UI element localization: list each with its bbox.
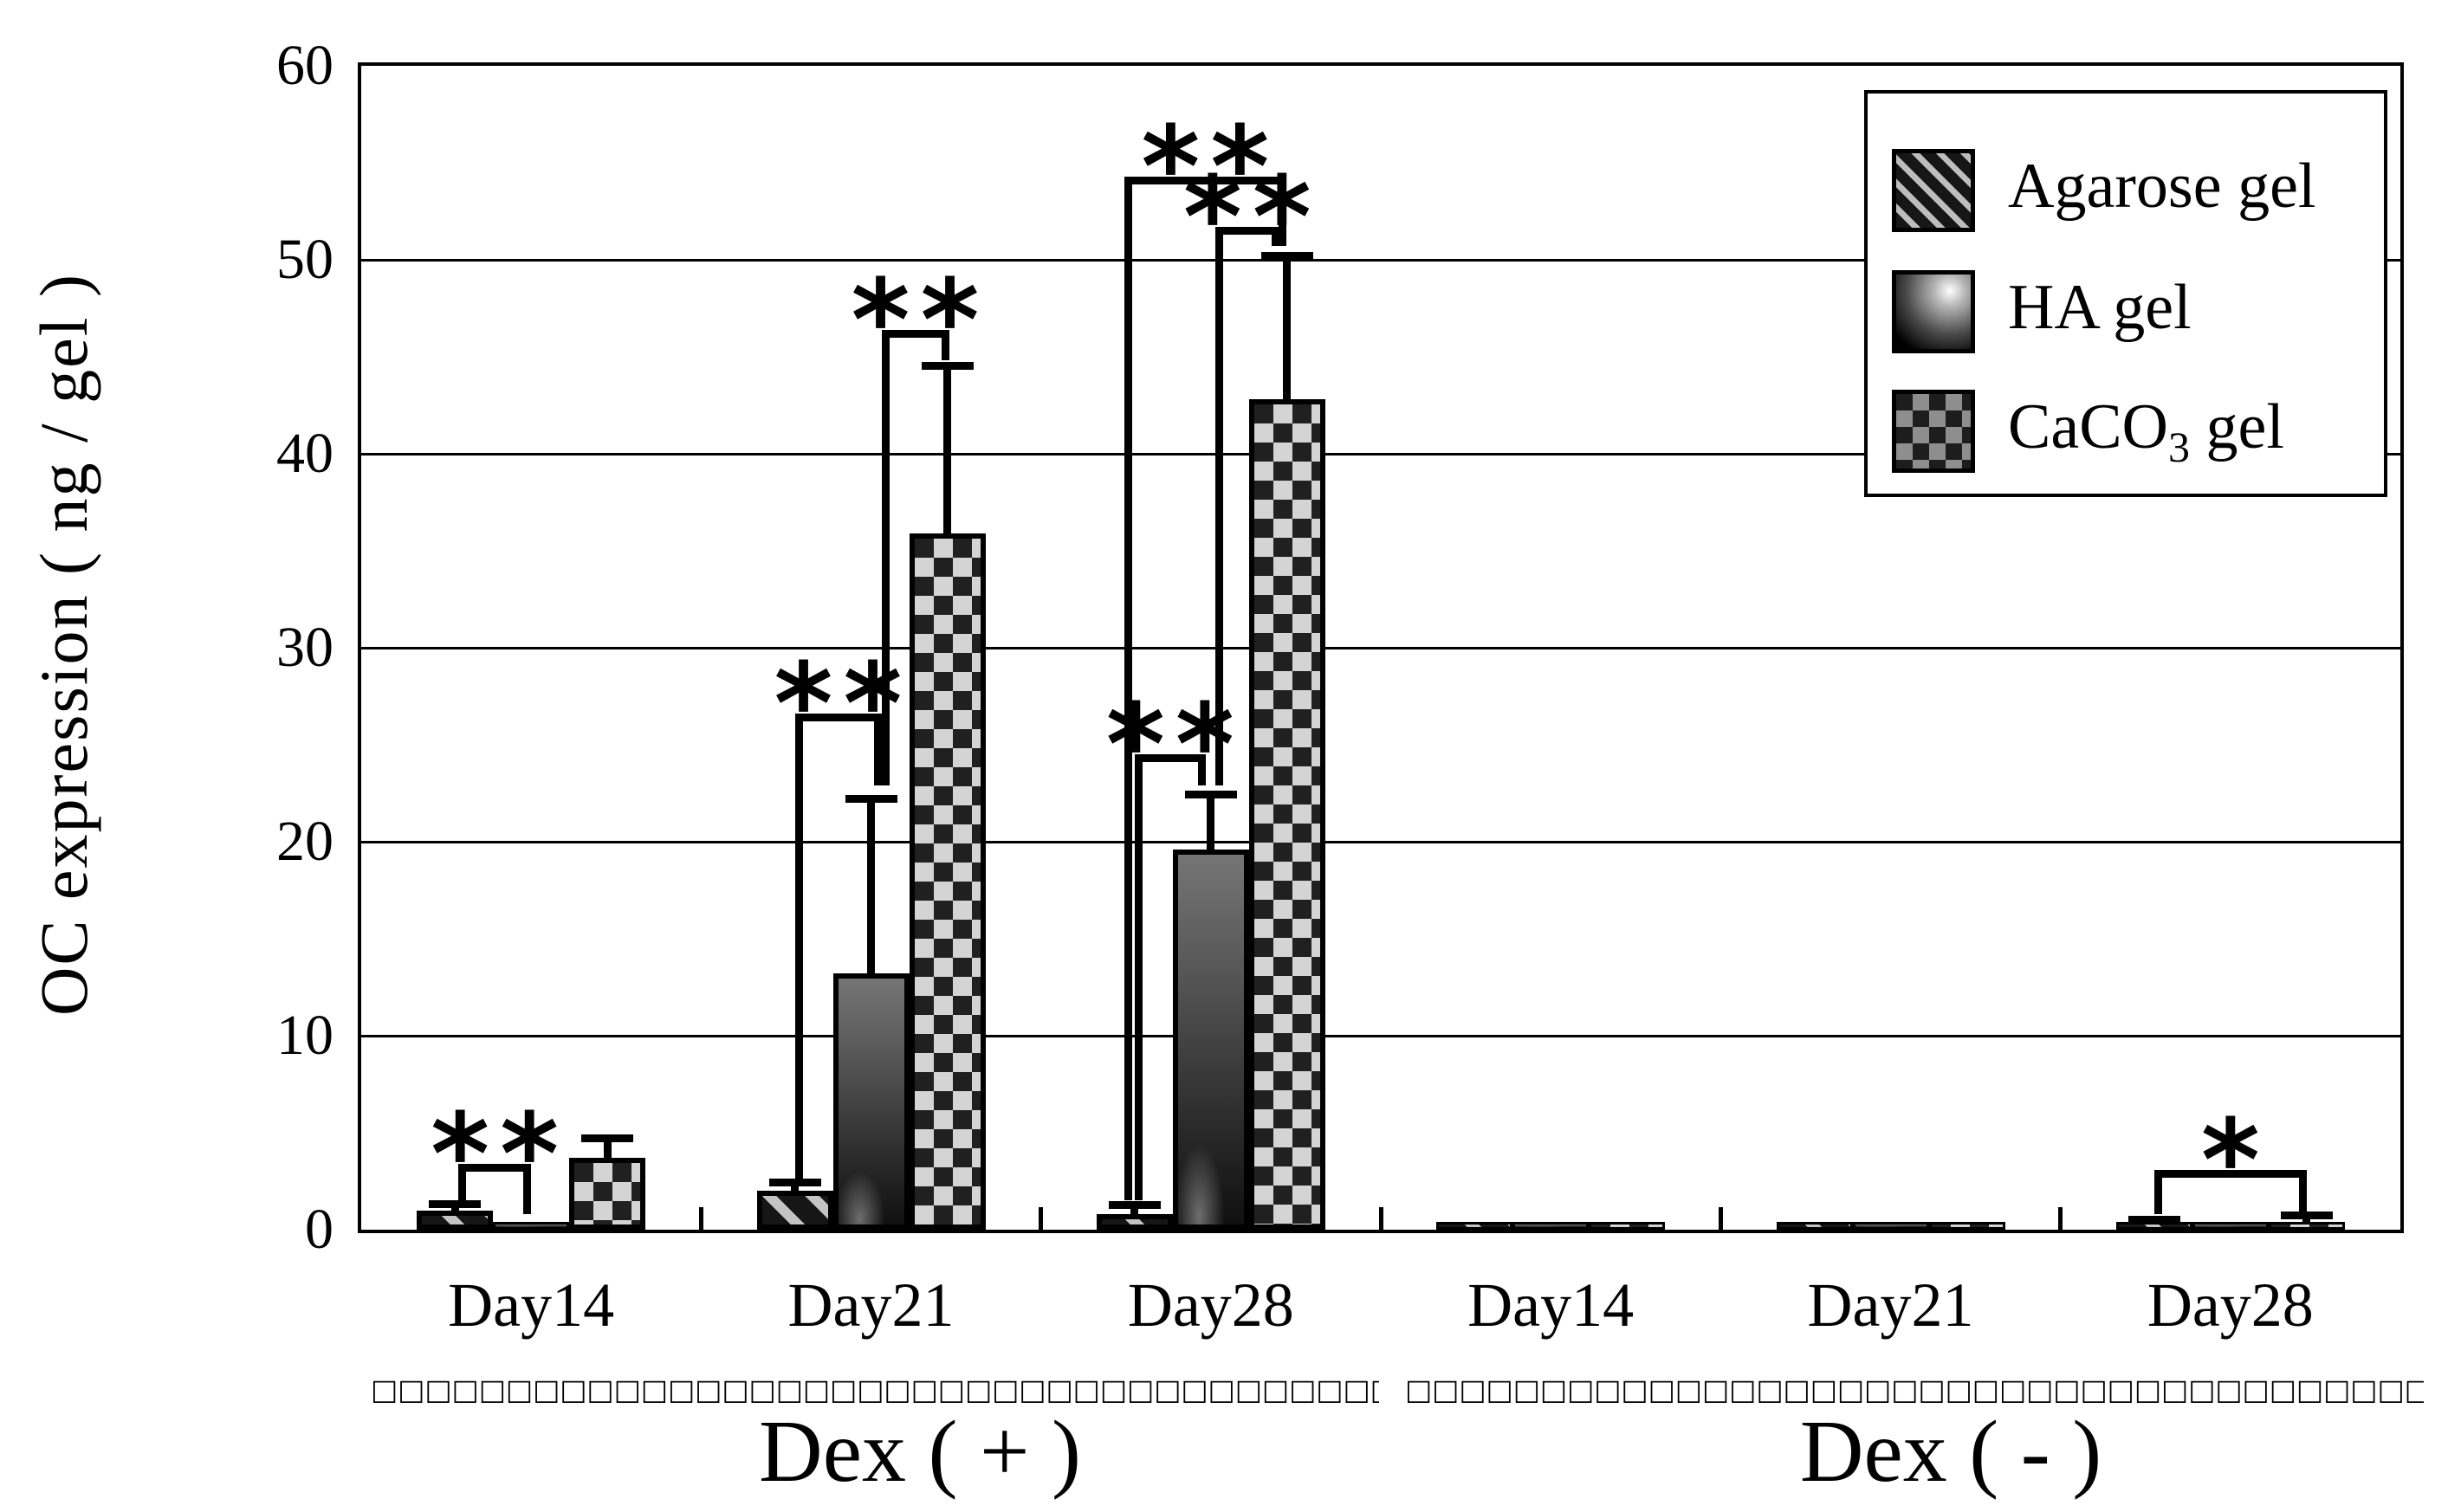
x-category-label: Day14 <box>1467 1270 1635 1340</box>
bar-agarose-gel <box>756 1191 833 1230</box>
x-category-label: Day21 <box>787 1270 955 1340</box>
bar-caco3-gel <box>909 533 986 1230</box>
bar-ha-gel <box>1512 1222 1590 1230</box>
error-bar-cap <box>1260 251 1313 260</box>
dex-plus-section-label: Dex ( + ) <box>759 1403 1081 1501</box>
y-tick-label: 50 <box>276 228 334 291</box>
sig-bracket-leg <box>1278 176 1286 247</box>
sig-bracket-leg <box>1271 226 1279 247</box>
error-bar-cap <box>1184 791 1237 799</box>
legend-item-label: HA gel <box>2008 272 2192 344</box>
legend-item-ha-gel: HA gel <box>1892 270 2192 353</box>
error-bar-cap <box>1108 1201 1161 1209</box>
bar-caco3-gel <box>569 1158 646 1230</box>
sig-bracket-line <box>881 329 949 338</box>
sig-bracket-leg <box>523 1163 532 1215</box>
error-bar-stem <box>603 1138 612 1159</box>
sig-bracket-leg <box>458 1163 467 1201</box>
bar-ha-gel <box>1172 849 1249 1230</box>
error-bar-stem <box>1207 795 1215 850</box>
bar-ha-gel <box>493 1222 570 1230</box>
bar-agarose-gel <box>1776 1222 1853 1230</box>
bar-caco3-gel <box>1248 399 1325 1230</box>
bar-agarose-gel <box>1096 1214 1173 1230</box>
bar-caco3-gel <box>2268 1222 2345 1230</box>
y-axis-title: OC expression ( ng / gel ) <box>26 273 101 1016</box>
sig-bracket-leg <box>794 714 803 1179</box>
legend-item-label: Agarose gel <box>2008 151 2316 223</box>
error-bar-stem <box>943 366 951 533</box>
legend-item-caco3-gel: CaCO3 gel <box>1892 390 2284 473</box>
legend: Agarose gel HA gel CaCO3 gel <box>1864 90 2387 497</box>
error-bar-cap <box>581 1134 634 1142</box>
y-tick-label: 0 <box>305 1198 334 1261</box>
legend-item-label: CaCO3 gel <box>2008 391 2284 471</box>
agarose-gel-swatch-icon <box>1892 149 1975 232</box>
y-tick-label: 60 <box>276 34 334 97</box>
grid-line <box>361 646 2400 649</box>
sig-bracket-leg <box>2153 1169 2162 1215</box>
error-bar-stem <box>867 798 875 974</box>
error-bar-stem <box>791 1183 799 1192</box>
error-bar-cap <box>845 794 897 803</box>
grid-line <box>361 1034 2400 1037</box>
sig-bracket-leg <box>1134 754 1143 1201</box>
sig-bracket-leg <box>1214 226 1223 786</box>
significance-label: ** <box>774 638 913 771</box>
bar-ha-gel <box>832 973 910 1230</box>
bar-caco3-gel <box>1928 1222 2005 1230</box>
x-category-label: Day28 <box>2147 1270 2314 1340</box>
grid-line <box>361 258 2400 262</box>
grid-line <box>361 840 2400 843</box>
significance-label: ** <box>431 1088 570 1220</box>
y-tick-label: 20 <box>276 810 334 873</box>
dex-minus-section-label: Dex ( - ) <box>1799 1403 2102 1501</box>
error-bar-cap <box>768 1179 821 1187</box>
sig-bracket-line <box>1214 226 1279 235</box>
bar-ha-gel <box>1852 1222 1929 1230</box>
x-category-label: Day14 <box>448 1270 615 1340</box>
bar-agarose-gel <box>417 1210 494 1230</box>
sig-bracket-leg <box>2298 1169 2307 1215</box>
ha-gel-swatch-icon <box>1892 270 1975 353</box>
grid-line <box>361 452 2400 456</box>
error-bar-stem <box>1130 1205 1139 1215</box>
y-tick-label: 40 <box>276 422 334 485</box>
dex-minus-dotted-separator: □□□□□□□□□□□□□□□□□□□□□□□□□□□□□□□□□□□□□□□□… <box>1405 1373 2424 1406</box>
error-bar-cap <box>921 362 974 371</box>
error-bar-stem <box>1283 255 1292 400</box>
error-bar-cap <box>429 1199 482 1208</box>
x-axis-tick <box>1718 1207 1723 1230</box>
x-category-label: Day21 <box>1807 1270 1974 1340</box>
sig-bracket-leg <box>881 329 890 786</box>
sig-bracket-line <box>794 714 882 722</box>
sig-bracket-line <box>2153 1169 2307 1178</box>
dex-plus-dotted-separator: □□□□□□□□□□□□□□□□□□□□□□□□□□□□□□□□□□□□□□□□… <box>371 1373 1379 1406</box>
significance-label: ** <box>1141 100 1280 233</box>
sig-bracket-leg <box>1124 176 1132 1201</box>
significance-label: ** <box>851 254 990 386</box>
bar-ha-gel <box>2192 1222 2269 1230</box>
sig-bracket-line <box>458 1163 532 1172</box>
significance-label: * <box>2200 1094 2270 1226</box>
sig-bracket-line <box>1134 754 1206 763</box>
legend-item-agarose-gel: Agarose gel <box>1892 149 2315 232</box>
x-category-label: Day28 <box>1127 1270 1294 1340</box>
x-axis-tick <box>698 1207 703 1230</box>
error-bar-cap <box>2280 1212 2333 1220</box>
y-tick-label: 10 <box>276 1004 334 1067</box>
sig-bracket-leg <box>1197 754 1206 786</box>
bar-caco3-gel <box>1589 1222 1666 1230</box>
x-axis-tick <box>2058 1207 2063 1230</box>
x-axis-tick <box>1039 1207 1044 1230</box>
y-tick-label: 30 <box>276 616 334 679</box>
x-axis-tick <box>1378 1207 1383 1230</box>
error-bar-cap <box>2127 1215 2180 1224</box>
sig-bracket-leg <box>873 714 882 786</box>
sig-bracket-leg <box>941 329 949 361</box>
caco3-gel-swatch-icon <box>1892 390 1975 473</box>
sig-bracket-line <box>1124 176 1286 184</box>
bar-agarose-gel <box>1436 1222 1513 1230</box>
